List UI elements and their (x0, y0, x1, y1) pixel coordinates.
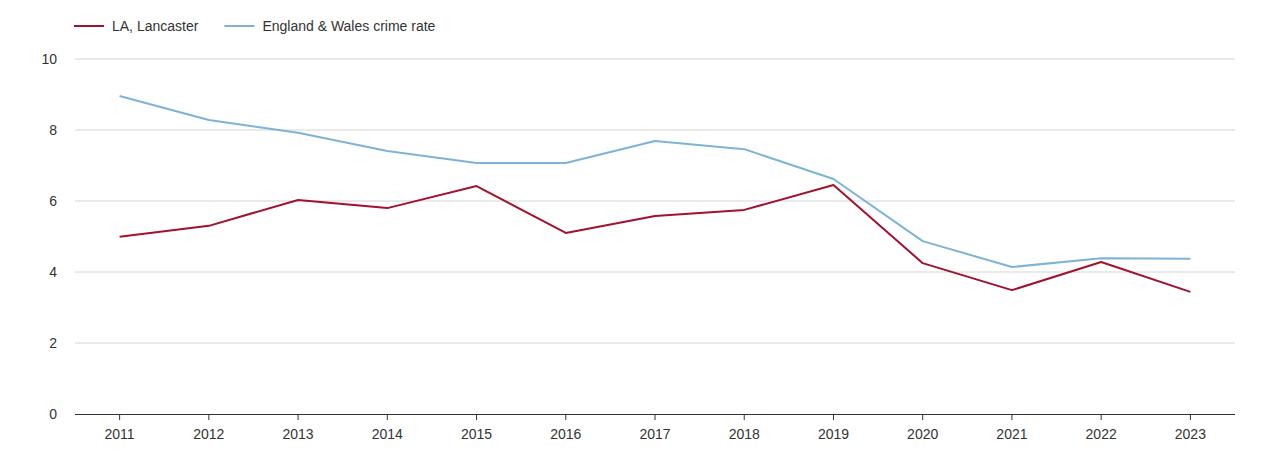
x-tick-label: 2012 (193, 426, 224, 442)
legend-label: LA, Lancaster (112, 18, 199, 34)
grid-line (75, 59, 1235, 60)
y-tick-label: 2 (49, 335, 57, 351)
x-tick-label: 2013 (282, 426, 313, 442)
grid-line (75, 130, 1235, 131)
y-tick-label: 6 (49, 193, 57, 209)
x-tick-label: 2019 (818, 426, 849, 442)
x-tick (298, 414, 299, 420)
x-tick (744, 414, 745, 420)
x-tick-label: 2011 (105, 426, 135, 442)
x-tick-label: 2017 (639, 426, 670, 442)
series-line (120, 96, 1191, 267)
legend-swatch (224, 25, 254, 27)
x-tick (833, 414, 834, 420)
x-tick-label: 2021 (996, 426, 1027, 442)
x-tick (655, 414, 656, 420)
x-tick-label: 2022 (1086, 426, 1117, 442)
x-tick-label: 2016 (550, 426, 581, 442)
x-tick-label: 2014 (372, 426, 403, 442)
legend-swatch (74, 25, 104, 27)
chart: 0 2 4 6 8 10 2011 2012 2013 2014 2015 2016 2017 2018 2… (0, 0, 1270, 450)
y-tick-label: 4 (49, 264, 57, 280)
x-tick (119, 414, 120, 420)
x-tick (387, 414, 388, 420)
y-tick-label: 8 (49, 122, 57, 138)
x-tick (476, 414, 477, 420)
grid-line (75, 343, 1235, 344)
x-tick-label: 2015 (461, 426, 492, 442)
x-tick-label: 2023 (1175, 426, 1206, 442)
x-tick (1190, 414, 1191, 420)
x-tick (1101, 414, 1102, 420)
x-tick (922, 414, 923, 420)
x-tick (1011, 414, 1012, 420)
plot-area (120, 96, 1191, 292)
y-tick-label: 10 (41, 51, 57, 67)
series-line (120, 185, 1191, 292)
x-tick (208, 414, 209, 420)
legend-label: England & Wales crime rate (262, 18, 435, 34)
grid-line (75, 201, 1235, 202)
x-tick-label: 2018 (729, 426, 760, 442)
x-tick-label: 2020 (907, 426, 938, 442)
grid-line (75, 272, 1235, 273)
x-tick (565, 414, 566, 420)
y-tick-label: 0 (49, 406, 57, 422)
